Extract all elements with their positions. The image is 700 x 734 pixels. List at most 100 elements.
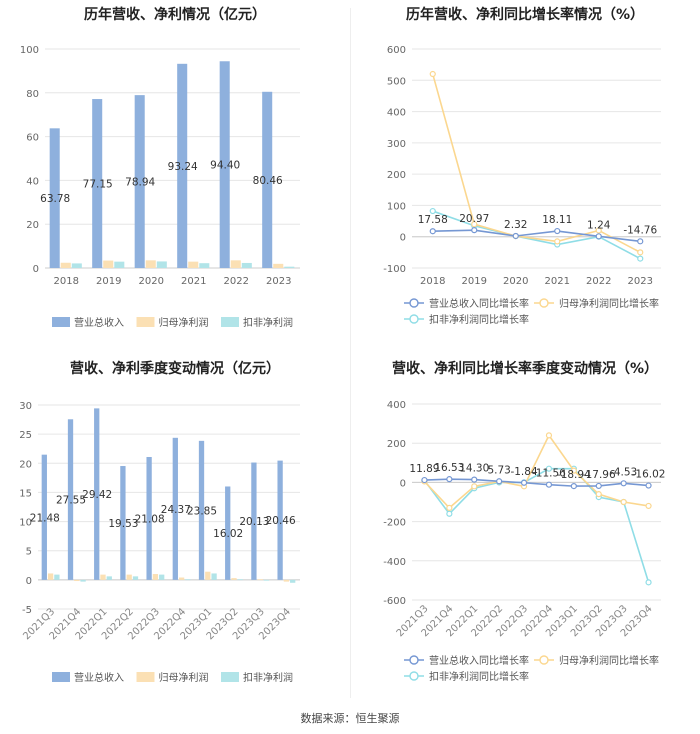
bar xyxy=(92,99,103,268)
data-point xyxy=(637,255,644,262)
data-label: 21.48 xyxy=(30,512,60,524)
data-point xyxy=(620,480,627,487)
bar xyxy=(211,573,217,580)
legend-label: 扣非净利润同比增长率 xyxy=(429,313,529,326)
y-tick-label: 0 xyxy=(400,233,406,244)
chart-title: 营收、净利同比增长率季度变动情况（%） xyxy=(391,361,659,377)
x-tick-label: 2021 xyxy=(181,276,206,287)
bar xyxy=(219,61,230,268)
bar xyxy=(156,261,167,268)
bar xyxy=(67,419,74,580)
bar xyxy=(230,260,241,268)
y-tick-label: 600 xyxy=(387,45,406,56)
legend-marker xyxy=(539,298,549,308)
x-tick-label: 2021 xyxy=(545,276,570,287)
legend-label: 扣非净利润 xyxy=(243,316,293,329)
data-point xyxy=(429,228,436,235)
y-tick-label: 200 xyxy=(387,170,406,181)
bar xyxy=(263,579,270,581)
data-label: 27.55 xyxy=(56,495,86,507)
legend-label: 扣非净利润同比增长率 xyxy=(429,670,529,683)
data-label: 16.53 xyxy=(434,462,464,474)
series-line xyxy=(423,467,650,583)
series-line xyxy=(424,478,649,487)
x-tick-label: 2020 xyxy=(503,276,528,287)
bar xyxy=(172,437,178,580)
bar xyxy=(188,261,199,268)
y-tick-label: 10 xyxy=(19,518,32,529)
x-tick-label: 2022 xyxy=(586,276,611,287)
bar xyxy=(152,574,159,580)
data-label: 18.11 xyxy=(542,214,572,226)
bar xyxy=(257,579,263,581)
data-label: 1.24 xyxy=(587,219,611,231)
legend-swatch xyxy=(52,672,70,682)
y-tick-label: 300 xyxy=(387,139,406,150)
legend-marker xyxy=(409,314,419,324)
data-label: -1.84 xyxy=(510,466,537,478)
y-tick-label: 40 xyxy=(26,176,39,187)
data-point xyxy=(446,504,453,511)
bar xyxy=(103,260,114,268)
bar xyxy=(225,486,231,580)
y-tick-label: 15 xyxy=(19,488,32,499)
y-tick-label: 5 xyxy=(26,547,32,558)
data-point xyxy=(645,482,652,489)
data-label: 17.58 xyxy=(418,214,448,226)
legend-swatch xyxy=(221,672,239,682)
bar xyxy=(132,576,139,580)
x-tick-label: 2018 xyxy=(420,276,445,287)
data-label: 29.42 xyxy=(82,489,112,501)
data-point xyxy=(645,502,652,510)
panel-divider xyxy=(350,8,351,698)
data-label: 20.13 xyxy=(239,516,269,528)
data-point xyxy=(471,227,478,234)
data-label: 94.40 xyxy=(210,160,240,172)
x-tick-label: 2022 xyxy=(224,276,249,287)
bar xyxy=(71,263,82,268)
chart-title: 历年营收、净利情况（亿元） xyxy=(84,7,266,23)
data-label: 20.97 xyxy=(459,213,489,225)
data-label: -16.02 xyxy=(632,469,666,481)
y-tick-label: 400 xyxy=(387,400,406,411)
data-label: -11.56 xyxy=(532,468,566,480)
data-point xyxy=(429,207,436,215)
data-label: -18.94 xyxy=(557,469,591,481)
bar xyxy=(94,408,100,580)
legend-label: 归母净利润同比增长率 xyxy=(559,297,659,310)
bar xyxy=(237,579,243,581)
data-point xyxy=(570,483,577,490)
y-tick-label: 60 xyxy=(26,133,39,144)
bar xyxy=(159,574,165,580)
bar xyxy=(284,266,295,268)
legend-swatch xyxy=(136,317,155,327)
data-point xyxy=(620,498,627,506)
series-line xyxy=(431,73,641,254)
data-point xyxy=(446,510,453,517)
bar xyxy=(231,578,237,580)
y-tick-label: 500 xyxy=(387,76,406,87)
legend-label: 归母净利润 xyxy=(159,671,209,684)
bar xyxy=(262,91,273,268)
bar xyxy=(126,574,132,580)
annual-growth-chart: -100 0 100 200 300 400 500 600 2018 2019 2020 2021 2… xyxy=(383,45,661,326)
data-point xyxy=(471,483,478,490)
data-point xyxy=(595,227,602,234)
annual-revenue-profit-chart: 0 20 40 60 80 100 2018 2019 2020 2021 2022 2023 63.7… xyxy=(20,45,300,329)
bar xyxy=(290,579,296,583)
data-label: 5.73 xyxy=(487,464,510,476)
y-tick-label: 25 xyxy=(19,430,32,441)
data-point xyxy=(512,232,519,240)
bar xyxy=(178,577,185,580)
y-tick-label: -600 xyxy=(383,596,406,607)
data-label: 93.24 xyxy=(168,161,198,173)
legend-marker xyxy=(539,655,549,665)
data-label: 19.53 xyxy=(108,518,138,530)
x-tick-label: 2023 xyxy=(266,276,291,287)
series-line xyxy=(432,229,641,243)
annual-revenue-profit-panel: 历年营收、净利情况（亿元） 0 20 40 60 80 100 2018 2019 2020 20… xyxy=(0,0,350,345)
legend-marker xyxy=(409,671,419,681)
y-tick-label: 100 xyxy=(20,45,39,56)
data-point xyxy=(446,476,453,483)
data-point xyxy=(645,579,652,586)
